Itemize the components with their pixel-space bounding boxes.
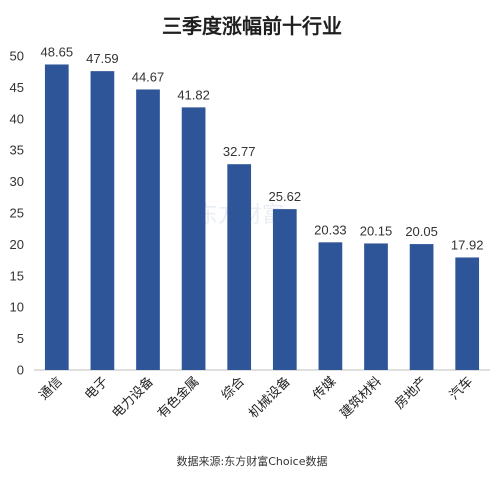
data-labels: 48.65 47.59 44.67 41.82 32.77 25.62 20.33 20.15… <box>41 44 484 252</box>
data-label: 44.67 <box>132 69 165 84</box>
y-tick-label: 40 <box>10 111 24 126</box>
data-label: 20.15 <box>360 223 393 238</box>
bar <box>272 209 297 370</box>
bars <box>44 64 480 371</box>
y-tick-label: 0 <box>17 363 24 378</box>
data-label: 41.82 <box>177 87 210 102</box>
x-tick-label: 通信 <box>37 374 66 403</box>
data-label: 20.05 <box>405 224 438 239</box>
bar <box>44 64 69 370</box>
data-label: 48.65 <box>41 44 74 59</box>
x-tick-label: 有色金属 <box>154 374 202 422</box>
y-tick-label: 25 <box>10 206 24 221</box>
x-tick-label: 机械设备 <box>246 374 294 422</box>
x-tick-label: 汽车 <box>446 374 476 404</box>
data-label: 25.62 <box>269 189 302 204</box>
data-label: 17.92 <box>451 237 484 252</box>
y-tick-label: 10 <box>10 300 24 315</box>
y-tick-label: 50 <box>10 49 24 64</box>
y-tick-label: 30 <box>10 174 24 189</box>
chart-title: 三季度涨幅前十行业 <box>162 14 342 38</box>
source-note: 数据来源:东方财富Choice数据 <box>177 454 328 468</box>
bar <box>181 107 206 371</box>
y-tick-label: 35 <box>10 143 24 158</box>
bar <box>409 244 434 370</box>
x-tick-label: 传媒 <box>310 374 339 403</box>
bar <box>227 164 252 370</box>
y-tick-label: 20 <box>10 237 24 252</box>
x-tick-label: 建筑材料 <box>337 374 385 422</box>
x-tick-label: 电子 <box>82 374 111 403</box>
y-tick-label: 15 <box>10 268 24 283</box>
bar <box>318 242 343 370</box>
data-label: 20.33 <box>314 222 347 237</box>
bar <box>90 71 115 370</box>
x-tick-label: 综合 <box>219 374 248 403</box>
bar <box>364 243 388 370</box>
data-label: 32.77 <box>223 144 256 159</box>
bar <box>136 89 160 370</box>
x-tick-label: 电力设备 <box>109 374 157 422</box>
y-axis: 0 5 10 15 20 25 30 35 40 45 50 <box>10 49 24 378</box>
y-tick-label: 45 <box>10 80 24 95</box>
data-label: 47.59 <box>86 51 119 66</box>
y-tick-label: 5 <box>17 331 24 346</box>
bar <box>455 257 480 370</box>
x-tick-label: 房地产 <box>392 374 431 413</box>
